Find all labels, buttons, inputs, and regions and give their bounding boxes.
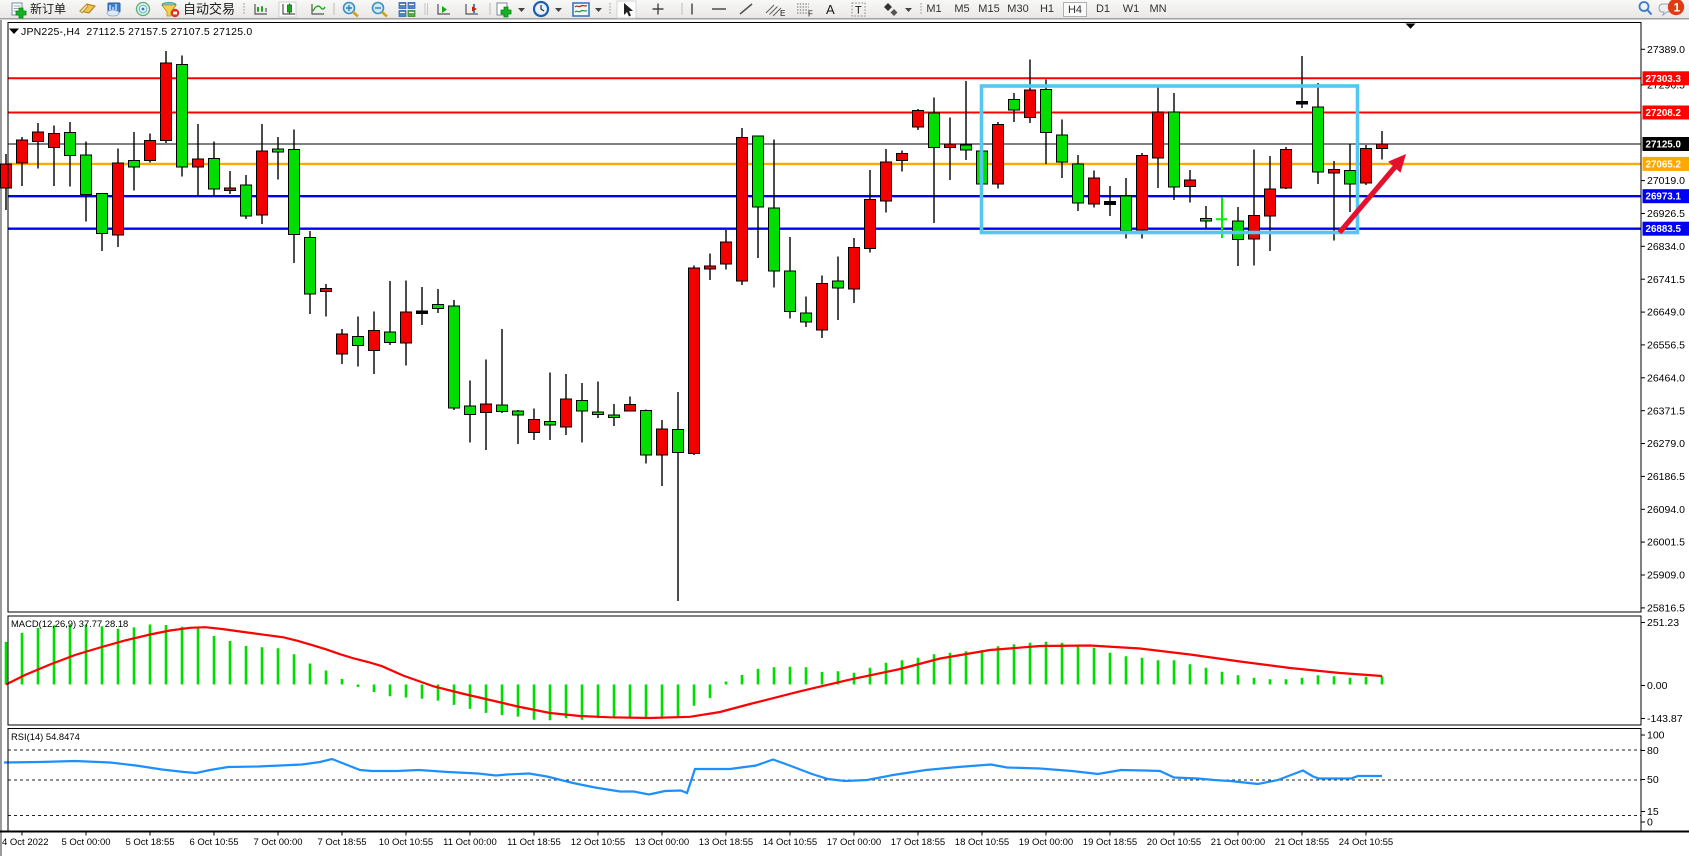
- svg-text:E: E: [780, 9, 785, 18]
- svg-text:F: F: [808, 10, 813, 19]
- svg-text:0.00: 0.00: [1647, 680, 1668, 692]
- svg-text:80: 80: [1647, 745, 1659, 757]
- svg-text:24 Oct 10:55: 24 Oct 10:55: [1339, 837, 1393, 848]
- svg-text:4 Oct 2022: 4 Oct 2022: [2, 837, 48, 848]
- svg-text:5 Oct 00:00: 5 Oct 00:00: [61, 837, 110, 848]
- svg-text:26973.1: 26973.1: [1646, 192, 1682, 203]
- svg-text:26926.5: 26926.5: [1647, 208, 1685, 220]
- svg-text:26186.5: 26186.5: [1647, 471, 1685, 483]
- svg-text:25909.0: 25909.0: [1647, 570, 1685, 582]
- svg-text:26001.5: 26001.5: [1647, 537, 1685, 549]
- svg-text:26834.0: 26834.0: [1647, 241, 1685, 253]
- svg-text:18 Oct 10:55: 18 Oct 10:55: [955, 837, 1009, 848]
- svg-text:26464.0: 26464.0: [1647, 372, 1685, 384]
- svg-text:14 Oct 10:55: 14 Oct 10:55: [763, 837, 817, 848]
- svg-text:17 Oct 00:00: 17 Oct 00:00: [827, 837, 881, 848]
- svg-text:12 Oct 10:55: 12 Oct 10:55: [571, 837, 625, 848]
- svg-text:-143.87: -143.87: [1647, 713, 1683, 725]
- svg-text:10 Oct 10:55: 10 Oct 10:55: [379, 837, 433, 848]
- svg-text:A: A: [826, 2, 835, 17]
- svg-text:26279.0: 26279.0: [1647, 438, 1685, 450]
- svg-text:6 Oct 10:55: 6 Oct 10:55: [189, 837, 238, 848]
- svg-text:251.23: 251.23: [1647, 617, 1679, 629]
- svg-text:27125.0: 27125.0: [1646, 140, 1682, 151]
- svg-text:26649.0: 26649.0: [1647, 307, 1685, 319]
- svg-text:26741.5: 26741.5: [1647, 274, 1685, 286]
- svg-text:MACD(12,26,9) 37.77 28.18: MACD(12,26,9) 37.77 28.18: [11, 618, 128, 629]
- svg-text:7 Oct 00:00: 7 Oct 00:00: [253, 837, 302, 848]
- svg-text:5 Oct 18:55: 5 Oct 18:55: [125, 837, 174, 848]
- svg-text:50: 50: [1647, 774, 1659, 786]
- svg-text:27019.0: 27019.0: [1647, 175, 1685, 187]
- svg-text:JPN225-,H4 27112.5 27157.5 27: JPN225-,H4 27112.5 27157.5 27107.5 27125…: [21, 26, 252, 38]
- svg-text:11 Oct 18:55: 11 Oct 18:55: [507, 837, 561, 848]
- svg-text:27065.2: 27065.2: [1646, 159, 1682, 170]
- svg-text:19 Oct 00:00: 19 Oct 00:00: [1019, 837, 1073, 848]
- svg-text:26883.5: 26883.5: [1646, 224, 1682, 235]
- svg-text:1: 1: [1674, 0, 1681, 14]
- svg-text:新订单: 新订单: [30, 1, 66, 16]
- svg-text:T: T: [855, 5, 862, 17]
- svg-text:20 Oct 10:55: 20 Oct 10:55: [1147, 837, 1201, 848]
- svg-text:15: 15: [1647, 806, 1659, 818]
- svg-text:19 Oct 18:55: 19 Oct 18:55: [1083, 837, 1137, 848]
- svg-text:RSI(14) 54.8474: RSI(14) 54.8474: [11, 731, 80, 742]
- svg-text:21 Oct 18:55: 21 Oct 18:55: [1275, 837, 1329, 848]
- svg-text:100: 100: [1647, 730, 1665, 742]
- svg-text:27208.2: 27208.2: [1646, 108, 1682, 119]
- svg-text:26556.5: 26556.5: [1647, 340, 1685, 352]
- svg-text:27303.3: 27303.3: [1646, 74, 1682, 85]
- svg-text:自动交易: 自动交易: [183, 2, 235, 17]
- svg-text:17 Oct 18:55: 17 Oct 18:55: [891, 837, 945, 848]
- svg-text:0: 0: [1647, 817, 1653, 829]
- svg-text:11 Oct 00:00: 11 Oct 00:00: [443, 837, 497, 848]
- svg-text:26371.5: 26371.5: [1647, 405, 1685, 417]
- svg-text:13 Oct 00:00: 13 Oct 00:00: [635, 837, 689, 848]
- svg-text:7 Oct 18:55: 7 Oct 18:55: [317, 837, 366, 848]
- svg-text:27389.0: 27389.0: [1647, 44, 1685, 56]
- svg-text:13 Oct 18:55: 13 Oct 18:55: [699, 837, 753, 848]
- svg-text:21 Oct 00:00: 21 Oct 00:00: [1211, 837, 1265, 848]
- svg-text:25816.5: 25816.5: [1647, 603, 1685, 615]
- svg-text:26094.0: 26094.0: [1647, 504, 1685, 516]
